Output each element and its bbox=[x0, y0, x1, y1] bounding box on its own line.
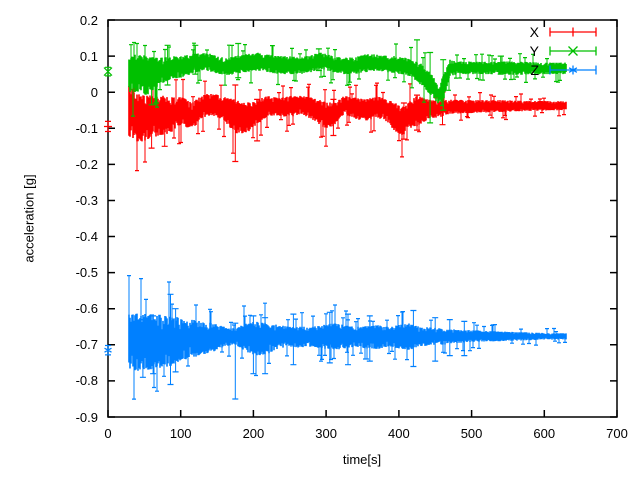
series-band bbox=[128, 52, 567, 104]
series-x bbox=[104, 78, 567, 172]
series-errorbar-caps bbox=[104, 275, 567, 400]
series-errorbar-caps bbox=[104, 78, 566, 172]
series-errorbars bbox=[107, 275, 566, 400]
legend-sample-x bbox=[549, 27, 597, 37]
series-y bbox=[103, 39, 567, 124]
series-errorbar-caps bbox=[103, 39, 562, 124]
series-band bbox=[128, 86, 567, 142]
series-errorbars bbox=[107, 79, 565, 171]
plot-border bbox=[107, 19, 618, 418]
legend-sample-y bbox=[549, 46, 597, 56]
legend-sample-z bbox=[549, 65, 597, 75]
series-band bbox=[128, 313, 567, 371]
series-z bbox=[104, 275, 567, 400]
axis-ticks bbox=[107, 19, 618, 418]
series-errorbars bbox=[107, 39, 561, 123]
